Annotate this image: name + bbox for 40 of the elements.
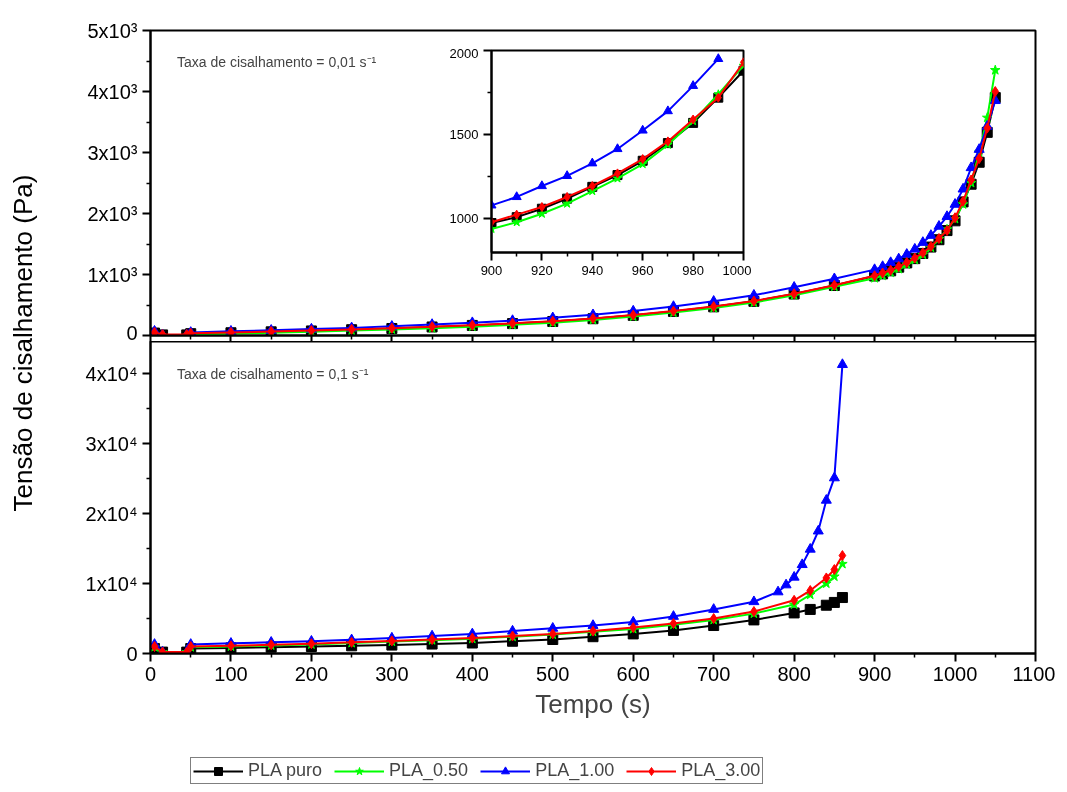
legend-label: PLA_1.00 (535, 760, 615, 781)
x-tick-label: 900 (480, 262, 503, 278)
x-tick-label: 940 (581, 262, 604, 278)
y-tick-label: 0 (126, 642, 138, 665)
y-tick-label: 1x10⁴ (85, 572, 138, 595)
y-tick-label: 1x10³ (87, 263, 138, 286)
x-tick-label: 900 (857, 662, 892, 685)
x-tick-label: 0 (144, 662, 157, 685)
x-tick-label: 980 (682, 262, 704, 278)
y-tick-label: 3x10⁴ (85, 432, 138, 455)
x-tick-label: 100 (214, 662, 248, 685)
annotation: Taxa de cisalhamento = 0,01 s⁻¹ (177, 54, 377, 71)
y-tick-label: 2x10³ (87, 202, 138, 225)
y-tick-label: 1000 (449, 211, 479, 227)
x-tick-label: 920 (531, 262, 553, 278)
y-tick-label: 4x10⁴ (85, 362, 138, 385)
x-tick-label: 700 (697, 662, 731, 685)
y-tick-label: 5x10³ (87, 19, 138, 42)
y-tick-label: 4x10³ (87, 80, 138, 103)
legend-label: PLA puro (248, 760, 323, 781)
x-tick-label: 1000 (722, 262, 752, 278)
x-axis-title: Tempo (s) (535, 688, 651, 719)
y-tick-label: 0 (126, 321, 138, 344)
legend-label: PLA_0.50 (389, 760, 469, 781)
annotation: Taxa de cisalhamento = 0,1 s⁻¹ (177, 366, 369, 383)
x-tick-label: 1100 (1012, 662, 1056, 685)
x-tick-label: 200 (294, 662, 329, 685)
x-tick-label: 800 (777, 662, 811, 685)
x-tick-label: 960 (631, 262, 654, 278)
legend-label: PLA_3.00 (681, 760, 761, 781)
x-tick-label: 400 (455, 662, 490, 685)
y-tick-label: 1500 (449, 127, 479, 143)
x-tick-label: 500 (536, 662, 570, 685)
y-tick-label: 2x10⁴ (85, 502, 138, 525)
x-tick-label: 300 (375, 662, 409, 685)
y-tick-label: 2000 (449, 45, 479, 61)
x-tick-label: 1000 (932, 662, 978, 685)
x-tick-label: 600 (616, 662, 650, 685)
y-axis-title: Tensão de cisalhamento (Pa) (7, 174, 39, 512)
y-tick-label: 3x10³ (87, 141, 138, 164)
